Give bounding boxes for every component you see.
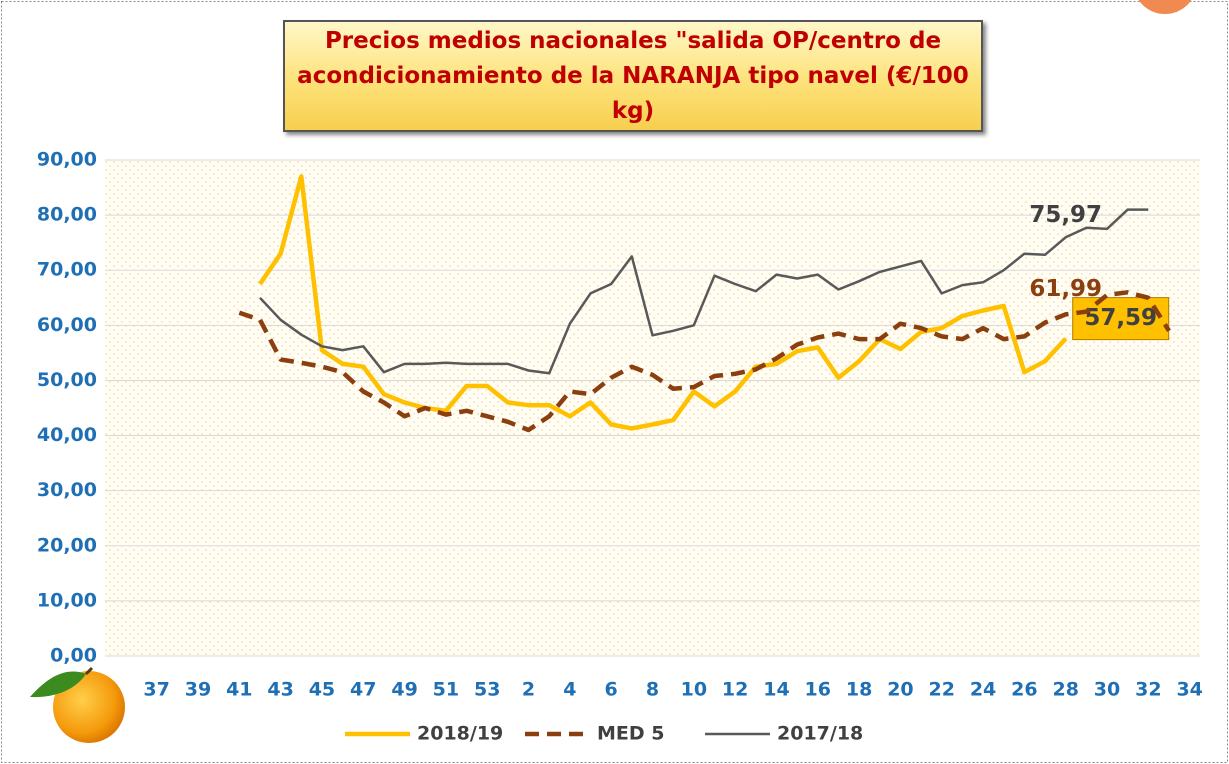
- y-tick-label: 40,00: [37, 424, 97, 446]
- x-tick-label: 8: [646, 679, 659, 701]
- x-tick-label: 45: [309, 679, 335, 701]
- y-tick-label: 0,00: [50, 645, 97, 667]
- x-tick-label: 34: [1176, 679, 1202, 701]
- x-tick-label: 4: [563, 679, 576, 701]
- x-tick-label: 24: [970, 679, 996, 701]
- y-tick-label: 50,00: [37, 369, 97, 391]
- chart-title: Precios medios nacionales "salida OP/cen…: [283, 20, 983, 132]
- legend-label: 2018/19: [417, 723, 503, 745]
- value-label: 57,59: [1084, 305, 1157, 331]
- x-tick-label: 18: [846, 679, 872, 701]
- y-tick-label: 20,00: [37, 534, 97, 556]
- y-tick-label: 60,00: [37, 314, 97, 336]
- legend-label: 2017/18: [777, 723, 863, 745]
- y-tick-label: 80,00: [37, 204, 97, 226]
- x-tick-label: 2: [522, 679, 535, 701]
- value-label: 61,99: [1029, 276, 1102, 302]
- legend: 2018/19 MED 5 2017/18: [345, 723, 863, 745]
- x-tick-label: 14: [763, 679, 789, 701]
- x-tick-label: 51: [433, 679, 459, 701]
- x-tick-label: 47: [350, 679, 376, 701]
- x-tick-label: 32: [1135, 679, 1161, 701]
- x-tick-label: 26: [1011, 679, 1037, 701]
- x-tick-label: 37: [143, 679, 169, 701]
- x-tick-label: 39: [185, 679, 211, 701]
- value-label: 75,97: [1029, 202, 1102, 228]
- x-tick-label: 28: [1052, 679, 1078, 701]
- x-tick-label: 41: [226, 679, 252, 701]
- x-tick-label: 12: [722, 679, 748, 701]
- corner-decoration: [1133, 0, 1197, 14]
- x-tick-label: 20: [887, 679, 913, 701]
- x-tick-label: 43: [267, 679, 293, 701]
- x-tick-label: 53: [474, 679, 500, 701]
- y-tick-label: 70,00: [37, 259, 97, 281]
- y-tick-label: 30,00: [37, 479, 97, 501]
- x-tick-label: 22: [929, 679, 955, 701]
- page: 2018/19 MED 5 2017/18 0,00 10,00 20,00 30,00 4…: [0, 0, 1229, 764]
- x-tick-label: 49: [391, 679, 417, 701]
- plot-area: [105, 160, 1200, 656]
- orange-icon: [30, 668, 125, 743]
- y-tick-label: 90,00: [37, 149, 97, 171]
- x-tick-label: 16: [805, 679, 831, 701]
- legend-label: MED 5: [597, 723, 665, 745]
- y-tick-label: 10,00: [37, 589, 97, 611]
- x-tick-label: 6: [605, 679, 618, 701]
- x-tick-label: 10: [681, 679, 707, 701]
- x-tick-label: 30: [1094, 679, 1120, 701]
